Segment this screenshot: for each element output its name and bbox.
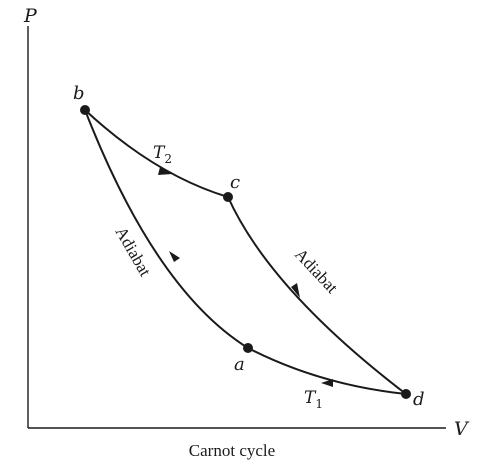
isotherm-t1-label: T1: [304, 388, 323, 411]
point-a: [243, 343, 253, 353]
point-d-label: d: [413, 389, 425, 410]
point-d: [401, 389, 411, 399]
adiabat-c-d-curve: [227, 196, 407, 395]
p-axis-label: P: [23, 5, 38, 27]
isotherm-t1-curve: [247, 347, 407, 395]
point-c-label: c: [230, 172, 240, 193]
diagram-caption: Carnot cycle: [189, 441, 275, 460]
point-b: [80, 105, 90, 115]
point-a-label: a: [234, 354, 245, 375]
arrow-b-to-c-icon: [158, 167, 172, 175]
isotherm-t2-curve: [84, 109, 229, 198]
adiabat-a-b-curve: [84, 109, 249, 349]
arrow-c-to-d-icon: [291, 283, 300, 298]
arrow-a-to-b-icon: [169, 251, 180, 262]
adiabat-right-label: Adiabat: [291, 245, 342, 298]
v-axis-label: V: [454, 418, 470, 440]
arrow-d-to-a-icon: [321, 379, 333, 387]
point-b-label: b: [73, 83, 85, 104]
point-c: [223, 192, 233, 202]
isotherm-t2-label: T2: [153, 143, 172, 166]
adiabat-left-label: Adiabat: [112, 224, 155, 280]
